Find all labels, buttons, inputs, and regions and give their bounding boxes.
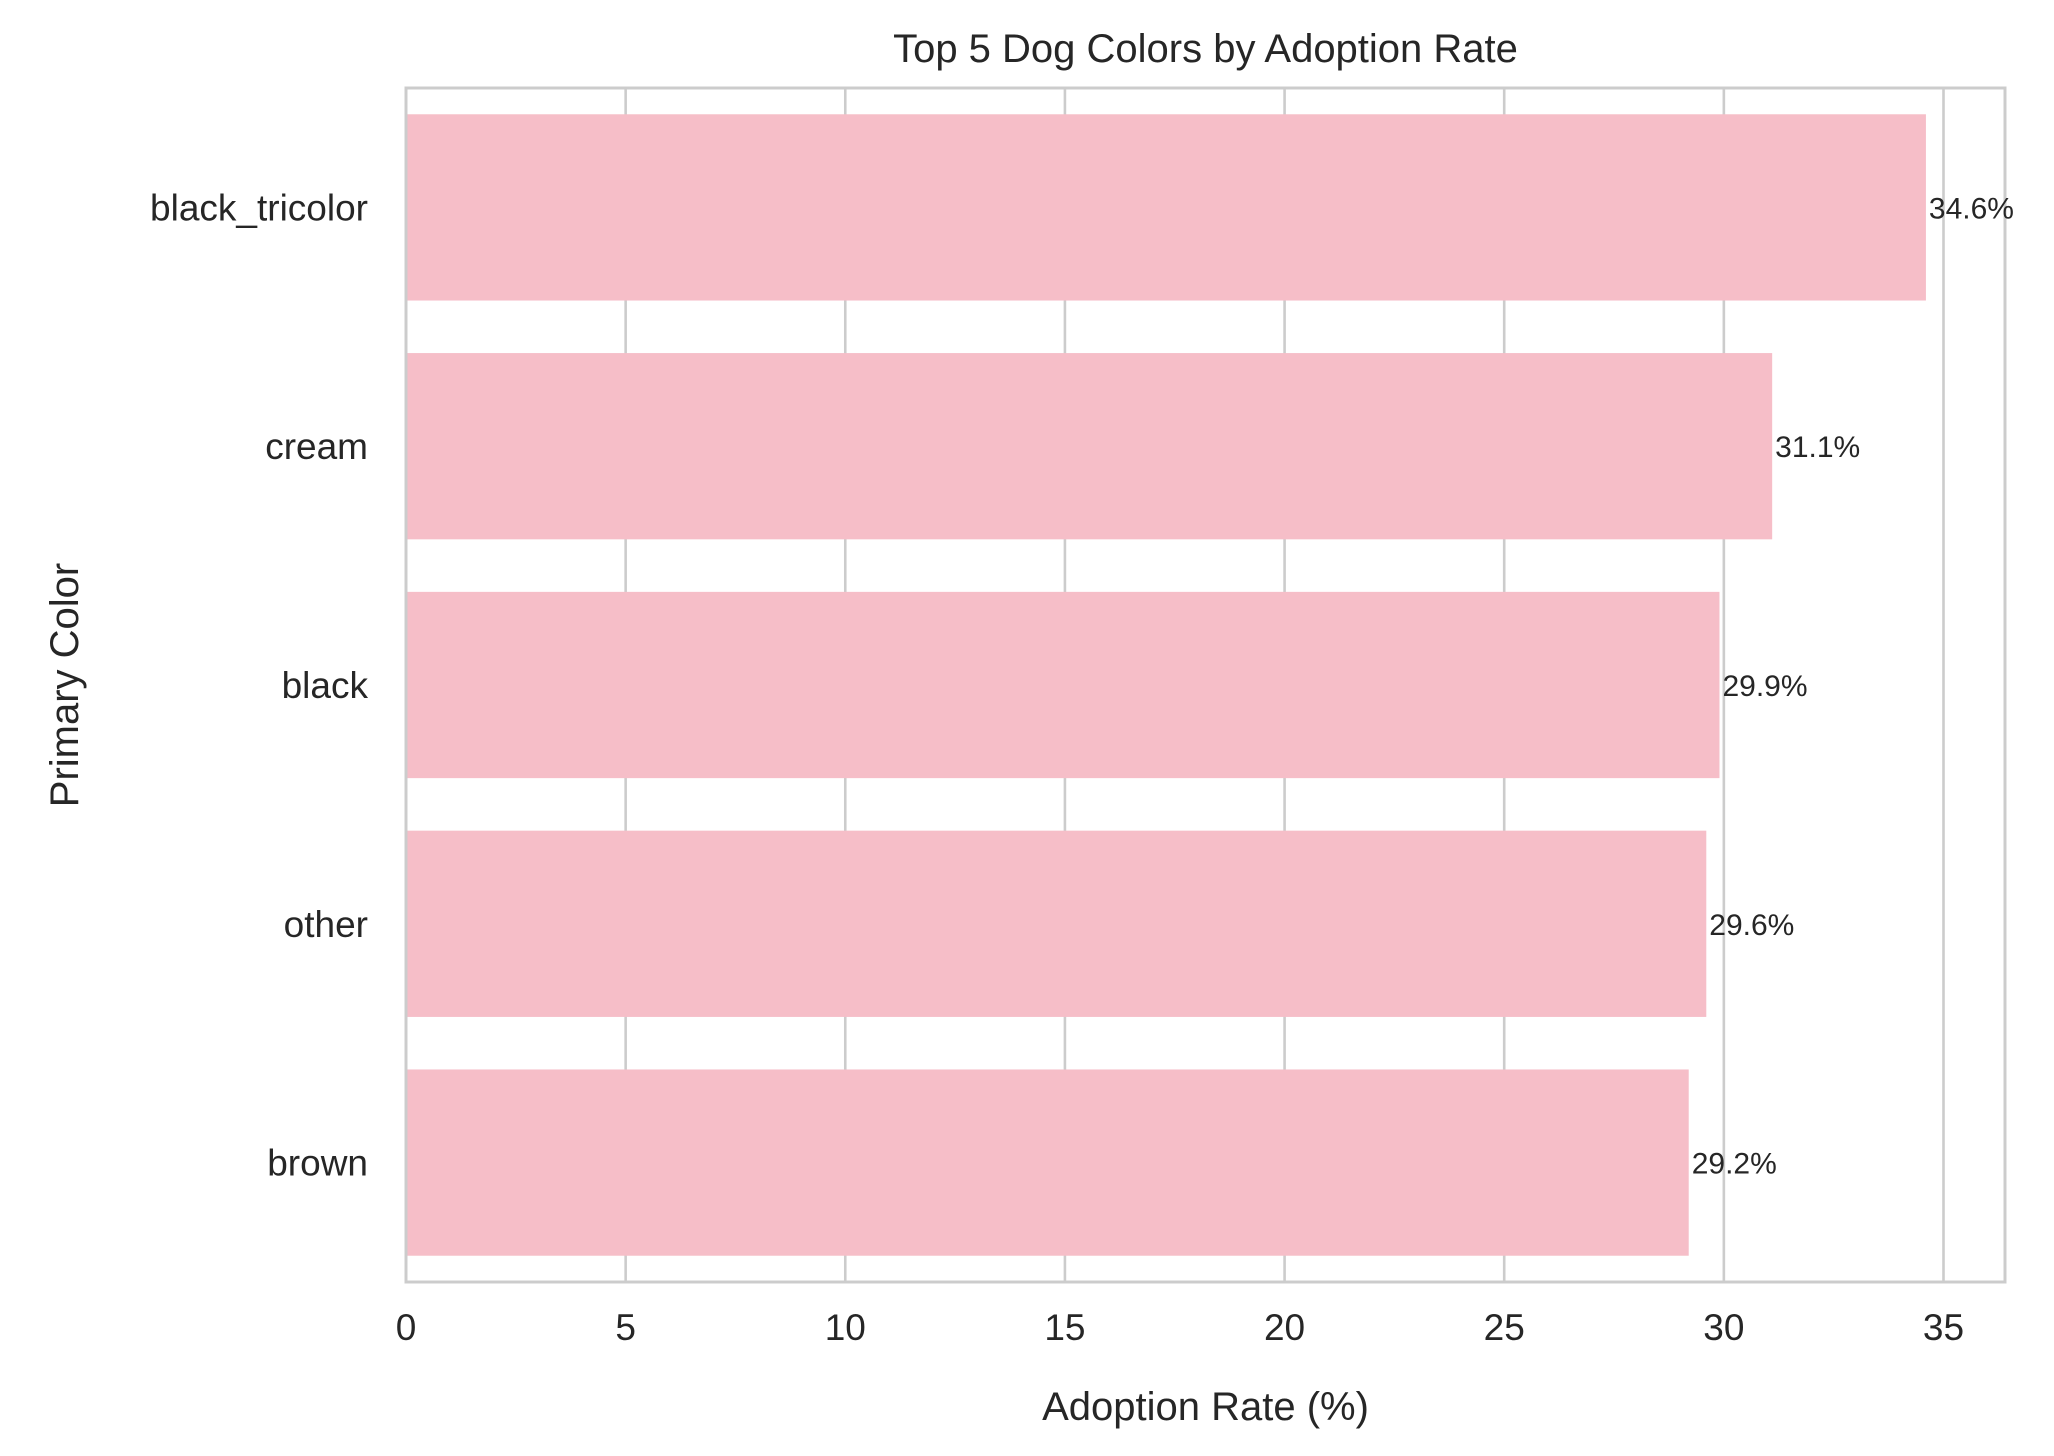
bars xyxy=(406,114,1926,1256)
bar-black xyxy=(406,591,1720,779)
x-tick-label-1: 5 xyxy=(615,1307,636,1348)
x-tick-label-5: 25 xyxy=(1484,1307,1525,1348)
y-tick-label-1: cream xyxy=(265,426,368,467)
x-tick-labels: 0 5 10 15 20 25 30 35 xyxy=(396,1307,1964,1348)
x-tick-label-4: 20 xyxy=(1264,1307,1305,1348)
y-axis-label: Primary Color xyxy=(43,563,87,807)
value-label-3: 29.6% xyxy=(1709,909,1794,942)
bar-cream xyxy=(406,353,1773,540)
bar-black_tricolor xyxy=(406,114,1926,301)
y-tick-label-4: brown xyxy=(267,1143,368,1184)
bar-value-labels: 34.6% 31.1% 29.9% 29.6% 29.2% xyxy=(1692,192,2014,1180)
x-tick-label-0: 0 xyxy=(396,1307,417,1348)
value-label-1: 31.1% xyxy=(1775,431,1860,464)
x-tick-label-7: 35 xyxy=(1923,1307,1964,1348)
value-label-4: 29.2% xyxy=(1692,1148,1777,1181)
y-tick-label-0: black_tricolor xyxy=(150,187,368,228)
x-tick-label-6: 30 xyxy=(1703,1307,1744,1348)
x-tick-label-2: 10 xyxy=(825,1307,866,1348)
x-axis-label: Adoption Rate (%) xyxy=(1042,1385,1369,1429)
x-tick-label-3: 15 xyxy=(1044,1307,1085,1348)
value-label-0: 34.6% xyxy=(1929,192,2014,225)
plot-frame xyxy=(404,86,2007,1284)
chart-title: Top 5 Dog Colors by Adoption Rate xyxy=(893,27,1518,71)
y-tick-label-2: black xyxy=(282,665,369,706)
y-tick-label-3: other xyxy=(284,904,368,945)
value-label-2: 29.9% xyxy=(1722,670,1807,703)
bar-brown xyxy=(406,1069,1689,1256)
bar-other xyxy=(406,830,1707,1017)
